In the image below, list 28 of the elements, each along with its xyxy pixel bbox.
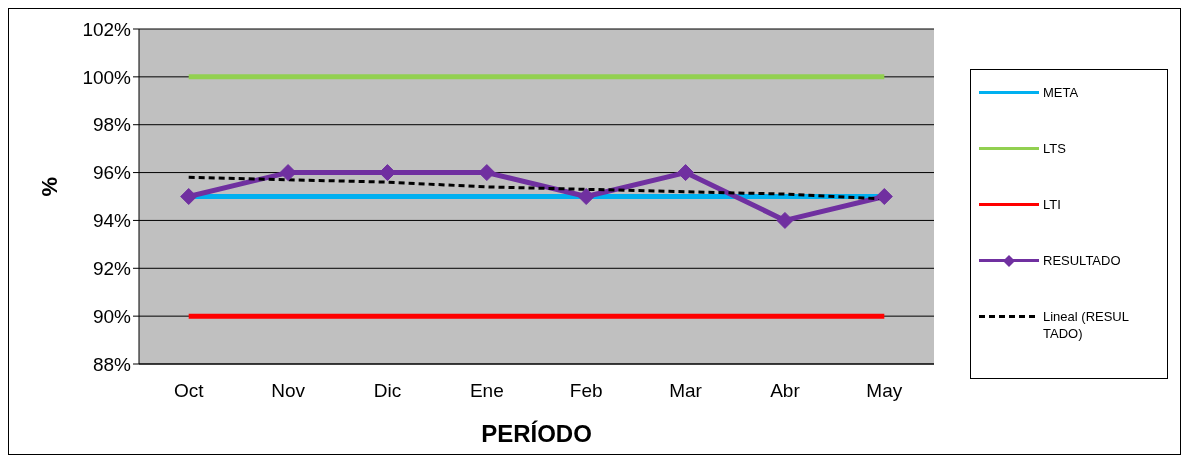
point	[677, 164, 695, 182]
x-tick-label: Dic	[373, 380, 402, 402]
y-axis-title: %	[36, 176, 62, 197]
x-tick-label: Mar	[669, 380, 703, 402]
legend-label: LTI	[1043, 196, 1062, 213]
point	[577, 188, 595, 205]
x-tick-label: Feb	[569, 380, 603, 402]
y-tick-label: 98%	[92, 114, 132, 136]
point	[180, 188, 198, 205]
point	[875, 188, 893, 205]
x-tick-label: Oct	[173, 380, 205, 402]
y-tick-label: 96%	[92, 162, 132, 184]
legend-label: RESULTADO	[1043, 252, 1122, 269]
legend-label: META	[1043, 84, 1080, 101]
x-axis-title: PERÍODO	[481, 420, 592, 447]
y-tick-label: 102%	[82, 18, 132, 40]
x-tick-label: May	[866, 380, 903, 402]
y-tick-label: 90%	[92, 305, 132, 327]
y-tick-label: 94%	[92, 210, 132, 232]
y-tick-label: 92%	[92, 258, 132, 280]
x-tick-label: Nov	[271, 380, 306, 402]
legend-label: LTS	[1043, 140, 1067, 157]
x-tick-label: Abr	[770, 380, 801, 402]
y-tick-label: 88%	[92, 353, 132, 375]
legend-label: Lineal (RESULTADO)	[1043, 308, 1130, 342]
x-tick-label: Ene	[469, 380, 504, 402]
point	[776, 211, 794, 229]
y-tick-label: 100%	[82, 66, 132, 88]
